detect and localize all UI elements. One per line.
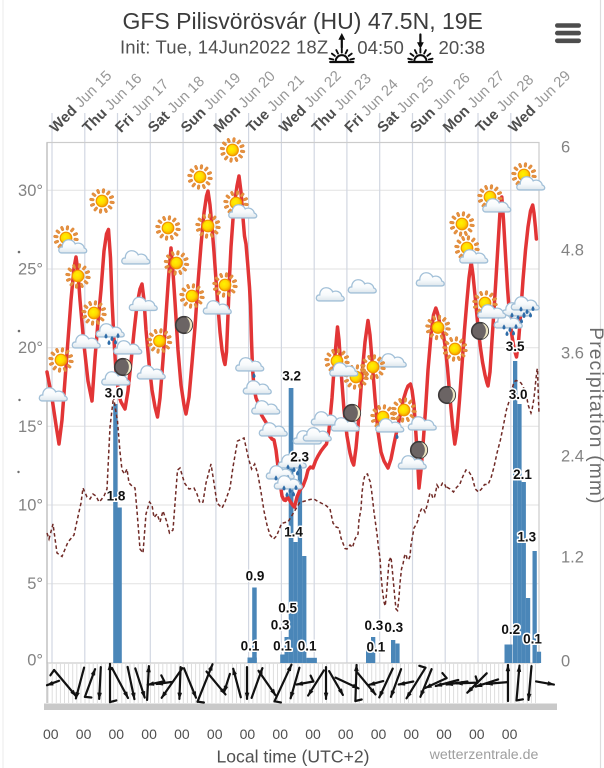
svg-text:20:38: 20:38 bbox=[439, 37, 486, 58]
svg-text:Local time (UTC+2): Local time (UTC+2) bbox=[216, 747, 369, 767]
svg-text:10°: 10° bbox=[18, 497, 43, 515]
svg-text:00: 00 bbox=[240, 726, 256, 742]
svg-text:3.2: 3.2 bbox=[282, 369, 301, 384]
svg-text:00: 00 bbox=[305, 726, 321, 742]
svg-text:0.3: 0.3 bbox=[271, 618, 290, 633]
svg-text:0.1: 0.1 bbox=[298, 639, 317, 654]
svg-text:4.8: 4.8 bbox=[561, 242, 584, 260]
svg-text:GFS Pilisvörösvár (HU) 47.5N,: GFS Pilisvörösvár (HU) 47.5N, 19E bbox=[122, 8, 482, 34]
svg-text:3.5: 3.5 bbox=[506, 339, 525, 354]
svg-text:0.1: 0.1 bbox=[367, 639, 386, 654]
svg-text:00: 00 bbox=[469, 726, 485, 742]
svg-text:00: 00 bbox=[338, 726, 354, 742]
svg-text:0: 0 bbox=[561, 653, 570, 671]
svg-text:00: 00 bbox=[109, 726, 125, 742]
svg-text:0.2: 0.2 bbox=[501, 622, 520, 637]
svg-text:3.6: 3.6 bbox=[561, 345, 584, 363]
svg-text:0.3: 0.3 bbox=[384, 620, 403, 635]
svg-text:1.4: 1.4 bbox=[284, 525, 303, 540]
svg-text:00: 00 bbox=[207, 726, 223, 742]
svg-text:3.0: 3.0 bbox=[105, 386, 124, 401]
svg-text:2.3: 2.3 bbox=[290, 450, 309, 465]
svg-text:00: 00 bbox=[76, 726, 92, 742]
svg-text:0°: 0° bbox=[27, 652, 43, 670]
svg-text:Init: Tue, 14Jun2022 18Z: Init: Tue, 14Jun2022 18Z bbox=[120, 37, 328, 58]
svg-text:3.0: 3.0 bbox=[509, 387, 528, 402]
svg-text:00: 00 bbox=[272, 726, 288, 742]
svg-text:20°: 20° bbox=[18, 339, 43, 357]
svg-text:1.3: 1.3 bbox=[517, 530, 536, 545]
svg-text:00: 00 bbox=[436, 726, 452, 742]
svg-text:1.8: 1.8 bbox=[107, 489, 126, 504]
svg-text:00: 00 bbox=[404, 726, 420, 742]
svg-text:2.1: 2.1 bbox=[513, 467, 532, 482]
svg-text:00: 00 bbox=[502, 726, 518, 742]
svg-text:0.3: 0.3 bbox=[365, 618, 384, 633]
svg-text:15°: 15° bbox=[18, 418, 43, 436]
svg-text:30°: 30° bbox=[18, 182, 43, 200]
svg-text:04:50: 04:50 bbox=[357, 37, 404, 58]
svg-text:5°: 5° bbox=[27, 575, 43, 593]
svg-text:0.5: 0.5 bbox=[278, 601, 297, 616]
svg-text:1.2: 1.2 bbox=[561, 549, 584, 567]
svg-text:00: 00 bbox=[141, 726, 157, 742]
svg-text:0.1: 0.1 bbox=[273, 639, 292, 654]
svg-text:2.4: 2.4 bbox=[561, 448, 584, 466]
svg-text:00: 00 bbox=[174, 726, 190, 742]
svg-text:6: 6 bbox=[561, 139, 570, 157]
svg-text:0.9: 0.9 bbox=[246, 569, 265, 584]
svg-text:0.1: 0.1 bbox=[523, 631, 542, 646]
svg-text:25°: 25° bbox=[18, 261, 43, 279]
svg-text:0.1: 0.1 bbox=[241, 639, 260, 654]
svg-text:00: 00 bbox=[371, 726, 387, 742]
svg-text:Precipitation (mm): Precipitation (mm) bbox=[585, 327, 604, 505]
svg-text:00: 00 bbox=[43, 726, 59, 742]
svg-text:wetterzentrale.de: wetterzentrale.de bbox=[429, 747, 539, 763]
